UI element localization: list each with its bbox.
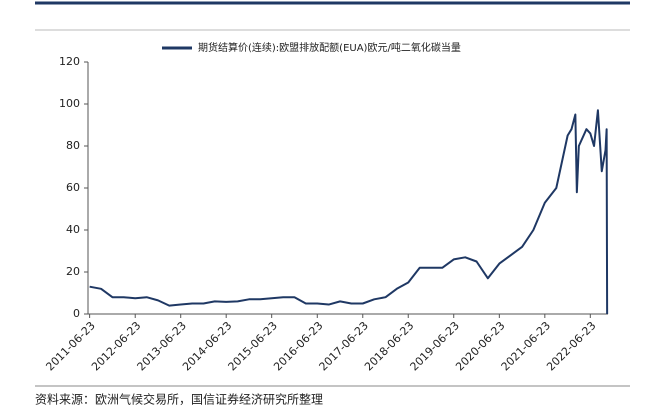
y-tick-label: 20 [66,265,80,278]
data-line [89,109,609,315]
y-tick-label: 0 [73,307,80,320]
legend-label: 期货结算价(连续):欧盟排放配额(EUA)欧元/吨二氧化碳当量 [198,41,461,54]
y-tick-label: 120 [59,55,80,68]
y-tick-label: 100 [59,97,80,110]
x-tick-label: 2022-06-23 [544,319,598,373]
y-tick-label: 60 [66,181,80,194]
source-note: 资料来源：欧洲气候交易所，国信证券经济研究所整理 [35,392,323,407]
y-tick-label: 80 [66,139,80,152]
y-tick-label: 40 [66,223,80,236]
